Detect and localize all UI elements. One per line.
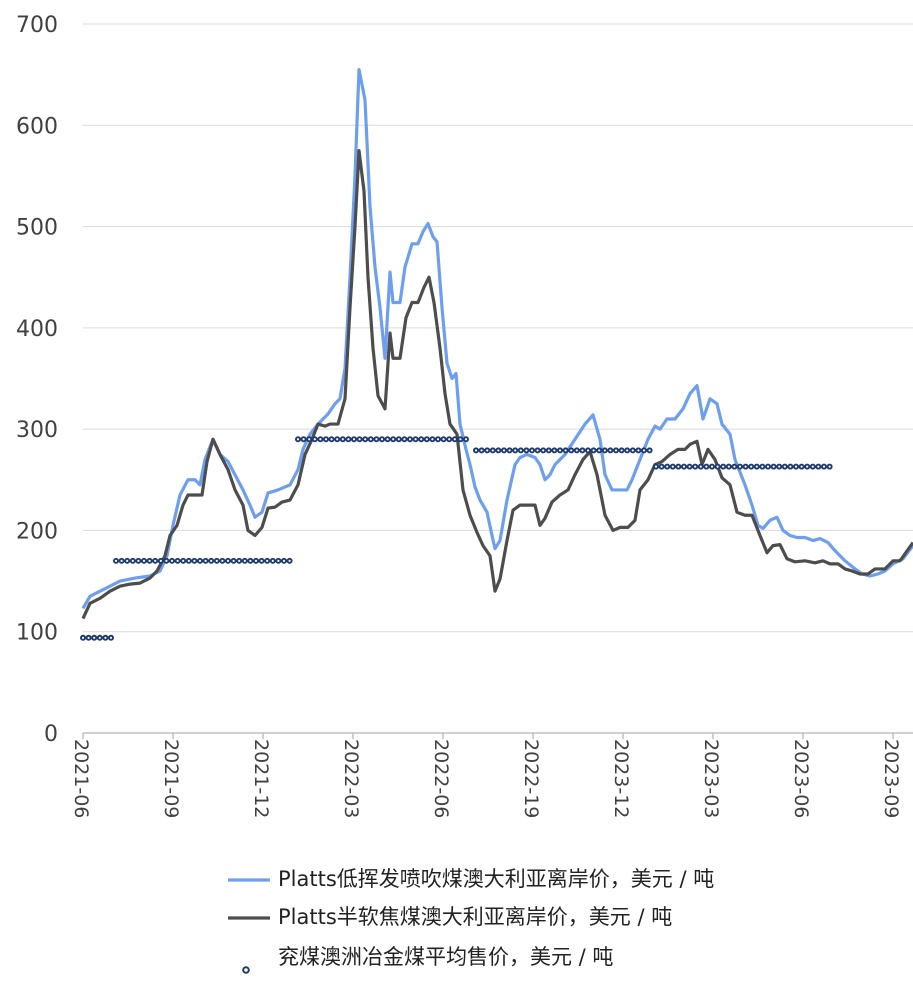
x-tick-label: 2023-09 bbox=[880, 739, 902, 818]
x-tick-label: 2023-03 bbox=[700, 739, 722, 818]
series-line bbox=[81, 149, 913, 620]
x-tick-label: 2022-03 bbox=[340, 739, 362, 818]
y-tick-label: 700 bbox=[16, 13, 58, 38]
y-tick-label: 600 bbox=[16, 114, 58, 139]
x-tick-label: 2023-06 bbox=[790, 739, 812, 818]
legend-label: Platts半软焦煤澳大利亚离岸价，美元 / 吨 bbox=[278, 905, 672, 929]
x-tick-label: 2021-06 bbox=[70, 739, 92, 818]
x-tick-label: 2022-06 bbox=[430, 739, 452, 818]
series-line bbox=[81, 67, 913, 610]
y-tick-label: 100 bbox=[16, 621, 58, 646]
y-tick-label: 500 bbox=[16, 216, 58, 241]
x-tick-label: 2023-12 bbox=[610, 739, 632, 818]
legend-label: 兖煤澳洲冶金煤平均售价，美元 / 吨 bbox=[278, 945, 613, 969]
y-tick-label: 0 bbox=[44, 722, 58, 747]
x-tick-label: 2021-12 bbox=[250, 739, 272, 818]
legend-label: Platts低挥发喷吹煤澳大利亚离岸价，美元 / 吨 bbox=[278, 867, 714, 891]
y-tick-label: 300 bbox=[16, 418, 58, 443]
x-tick-label: 2022-19 bbox=[520, 739, 542, 818]
y-tick-label: 200 bbox=[16, 519, 58, 544]
legend-swatch bbox=[242, 966, 250, 974]
y-tick-label: 400 bbox=[16, 317, 58, 342]
x-tick-label: 2021-09 bbox=[160, 739, 182, 818]
